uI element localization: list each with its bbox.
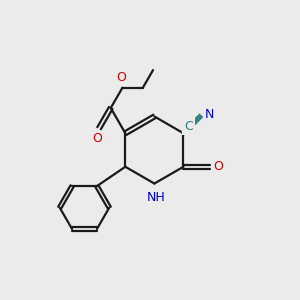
Text: O: O	[93, 132, 103, 145]
Text: C: C	[184, 120, 194, 133]
Text: N: N	[205, 108, 214, 121]
Text: O: O	[213, 160, 223, 173]
Text: O: O	[117, 71, 127, 84]
Text: NH: NH	[146, 191, 165, 204]
